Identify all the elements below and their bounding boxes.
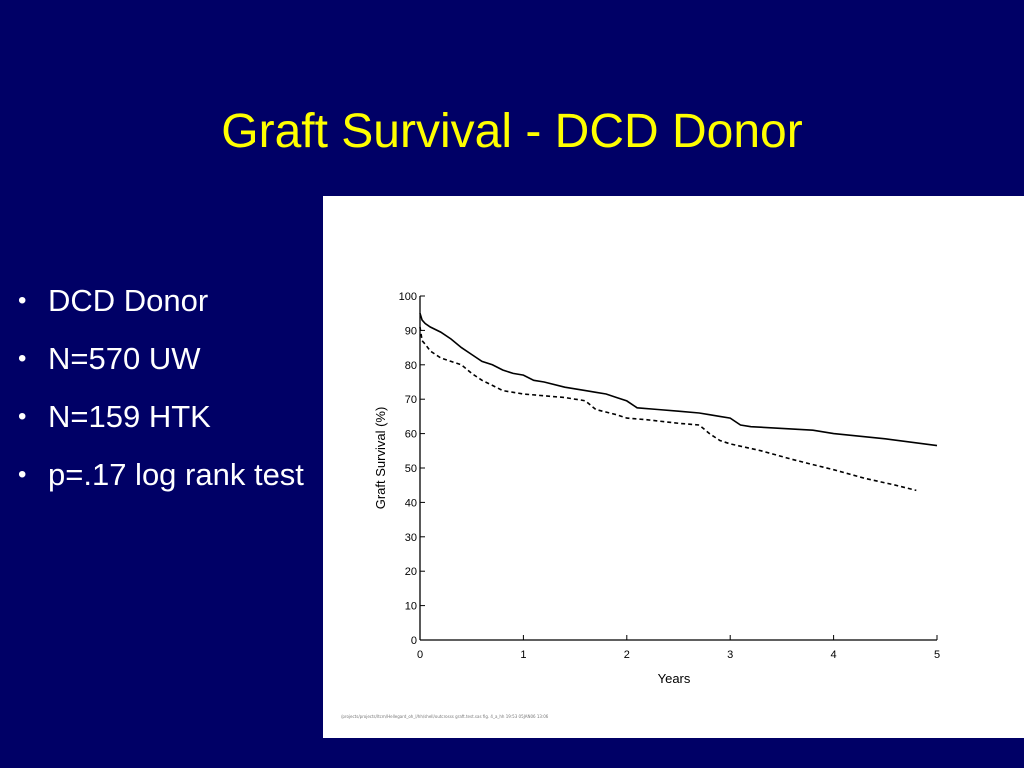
x-tick-label: 2 (624, 649, 630, 661)
series-group (419, 312, 938, 492)
y-axis: 0 10 20 30 40 50 60 70 80 90 100 (399, 291, 425, 647)
slide-title: Graft Survival - DCD Donor (221, 105, 803, 158)
bullet-icon: • (18, 461, 27, 488)
bullet-text: N=570 UW (48, 341, 201, 376)
y-tick-label: 30 (405, 532, 417, 544)
bullet-item: • N=159 HTK (18, 398, 328, 436)
x-tick-label: 5 (934, 649, 940, 661)
bullet-icon: • (18, 345, 27, 372)
y-tick-label: 20 (405, 566, 417, 578)
x-tick-label: 3 (727, 649, 733, 661)
y-tick-label: 80 (405, 360, 417, 372)
series-line-solid (419, 312, 938, 447)
bullet-text: DCD Donor (48, 283, 209, 318)
y-tick-label: 40 (405, 497, 417, 509)
chart-footnote: /projects/projects/ltcm/Hellegard_oh_l/h… (341, 714, 549, 719)
bullet-icon: • (18, 287, 27, 314)
y-tick-label: 70 (405, 394, 417, 406)
x-axis: 0 1 2 3 4 5 (417, 635, 940, 661)
bullet-item: • DCD Donor (18, 282, 328, 320)
y-tick-label: 60 (405, 429, 417, 441)
bullet-item: • p=.17 log rank test (18, 456, 328, 494)
x-axis-label: Years (658, 671, 691, 686)
series-line-dashed (419, 326, 917, 492)
bullet-text: N=159 HTK (48, 399, 211, 434)
y-tick-label: 90 (405, 325, 417, 337)
x-tick-label: 0 (417, 649, 423, 661)
chart-panel: 0 10 20 30 40 50 60 70 80 90 100 0 1 2 3 4 5 Years Graf… (323, 196, 1024, 738)
y-tick-label: 10 (405, 601, 417, 613)
bullet-text: p=.17 log rank test (48, 457, 304, 492)
y-axis-label: Graft Survival (%) (373, 407, 388, 510)
x-tick-label: 1 (520, 649, 526, 661)
survival-chart: 0 10 20 30 40 50 60 70 80 90 100 0 1 2 3 4 5 Years Graf… (373, 291, 940, 686)
y-tick-label: 0 (411, 635, 417, 647)
y-tick-label: 50 (405, 463, 417, 475)
bullet-list: • DCD Donor • N=570 UW • N=159 HTK • p=.17 l… (18, 282, 328, 514)
y-tick-label: 100 (399, 291, 417, 303)
x-tick-label: 4 (831, 649, 837, 661)
bullet-item: • N=570 UW (18, 340, 328, 378)
bullet-icon: • (18, 403, 27, 430)
